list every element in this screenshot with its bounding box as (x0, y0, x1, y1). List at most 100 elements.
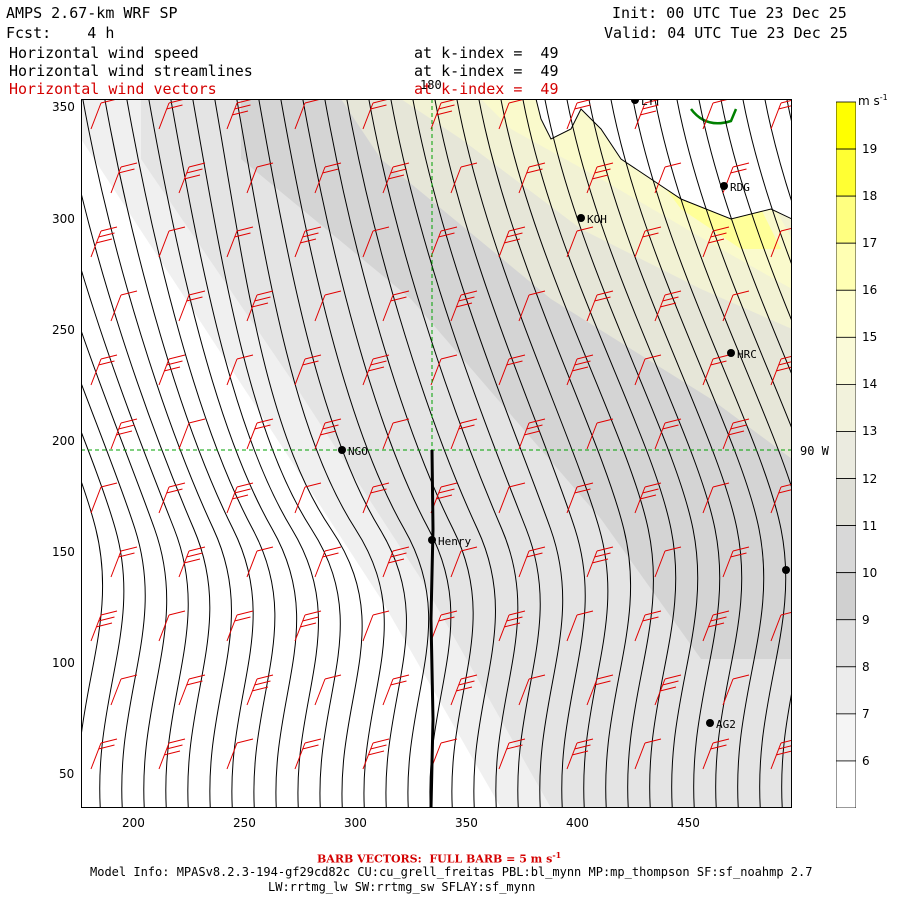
streamline (412, 99, 564, 808)
streamline (81, 430, 125, 808)
streamline (676, 99, 792, 430)
wind-barb (430, 226, 458, 258)
wind-barb (586, 546, 614, 578)
model-info: Model Info: MPASv8.2.3-194-gf29cd82c CU:… (90, 865, 813, 879)
wind-barb (314, 674, 342, 706)
wind-barb (566, 226, 594, 258)
x-tick-200: 200 (122, 816, 145, 830)
wind-barb (294, 354, 322, 386)
streamline (81, 267, 189, 808)
streamline (81, 381, 146, 808)
init-time: Init: 00 UTC Tue 23 Dec 25 (612, 4, 847, 22)
wind-barb (586, 674, 614, 706)
colorbar-label: 11 (862, 518, 878, 533)
streamline (170, 99, 319, 808)
colorbar-segment (836, 619, 856, 668)
wind-barb (566, 738, 594, 770)
wind-barb (702, 738, 730, 770)
wind-barb (498, 354, 526, 386)
model-schemes: LW:rrtmg_lw SW:rrtmg_sw SFLAY:sf_mynn (268, 880, 536, 894)
wind-barb (226, 610, 254, 642)
colorbar-segment (836, 336, 856, 385)
colorbar-segment (836, 525, 856, 574)
wind-barb (654, 162, 682, 194)
wind-barb (770, 611, 792, 642)
streamline (81, 190, 211, 808)
wind-barbs (90, 99, 792, 770)
station-ngo-label: NGO (348, 445, 368, 458)
streamline (720, 99, 792, 323)
streamline (610, 99, 765, 808)
colorbar-segment (836, 101, 856, 150)
colorbar-label: 18 (862, 189, 878, 204)
colorbar-label: 16 (862, 283, 878, 298)
field-label-vectors: Horizontal wind vectors (9, 80, 217, 98)
wind-barb (158, 354, 186, 386)
station-ag2-label: AG2 (716, 718, 736, 731)
wind-barb (110, 418, 138, 450)
streamline (654, 99, 792, 808)
colorbar-label: 15 (862, 330, 878, 345)
y-tick-250: 250 (52, 323, 75, 337)
streamlines (81, 99, 792, 808)
colorbar-segment (836, 383, 856, 432)
colorbar-segment (836, 289, 856, 338)
streamline (82, 99, 232, 808)
streamline (478, 99, 632, 808)
wind-barb (362, 482, 390, 514)
station-lyt-label: LYT (641, 99, 661, 108)
wind-barb (246, 418, 274, 450)
parallel-label: 90 W (800, 444, 829, 458)
wind-barb (634, 610, 662, 642)
wind-barb (498, 226, 526, 258)
wind-barb (450, 418, 478, 450)
x-tick-300: 300 (344, 816, 367, 830)
streamline (566, 99, 721, 808)
wind-barb (178, 418, 206, 450)
wind-barb (586, 290, 614, 322)
wind-barb (566, 482, 594, 514)
streamline (280, 99, 430, 808)
wind-barb (702, 226, 730, 258)
colorbar-segment (836, 478, 856, 526)
barb-legend: BARB VECTORS: FULL BARB = 5 m s-1 (317, 850, 562, 866)
wind-barb (586, 162, 614, 194)
wind-barb (226, 99, 254, 130)
x-tick-400: 400 (566, 816, 589, 830)
colorbar-segment (836, 148, 856, 197)
coast-contour-green (690, 108, 738, 125)
wind-barb (362, 738, 390, 770)
wind-barb (294, 738, 322, 770)
wind-barb (246, 674, 274, 706)
y-tick-100: 100 (52, 656, 75, 670)
wind-barb (654, 290, 682, 322)
wind-barb (90, 354, 118, 386)
wind-barb (110, 290, 138, 322)
wind-barb (634, 482, 662, 514)
model-title: AMPS 2.67-km WRF SP (6, 4, 178, 22)
streamline (81, 479, 104, 741)
colorbar-label: 19 (862, 142, 878, 157)
wind-barb (158, 226, 186, 258)
wind-barb (498, 610, 526, 642)
colorbar-label: 8 (862, 659, 870, 674)
wind-barb (246, 290, 274, 322)
wind-barb (226, 738, 254, 770)
wind-barb (158, 610, 186, 642)
wind-barb (430, 99, 458, 130)
wind-barb (518, 546, 546, 578)
streamline (390, 99, 541, 808)
colorbar-label: 9 (862, 612, 870, 627)
colorbar-segment (836, 760, 856, 808)
wind-barb (90, 482, 118, 514)
wind-barb (518, 162, 546, 194)
colorbar-segment (836, 666, 856, 715)
wind-barb (90, 738, 118, 770)
wind-barb (702, 482, 730, 514)
x-tick-250: 250 (233, 816, 256, 830)
wind-barb (90, 226, 118, 258)
wind-barb (770, 355, 792, 386)
wind-barb (654, 546, 682, 578)
wind-map: NGO Henry KOH RDG HRC AG2 LYT (81, 99, 792, 808)
wind-barb (110, 546, 138, 578)
